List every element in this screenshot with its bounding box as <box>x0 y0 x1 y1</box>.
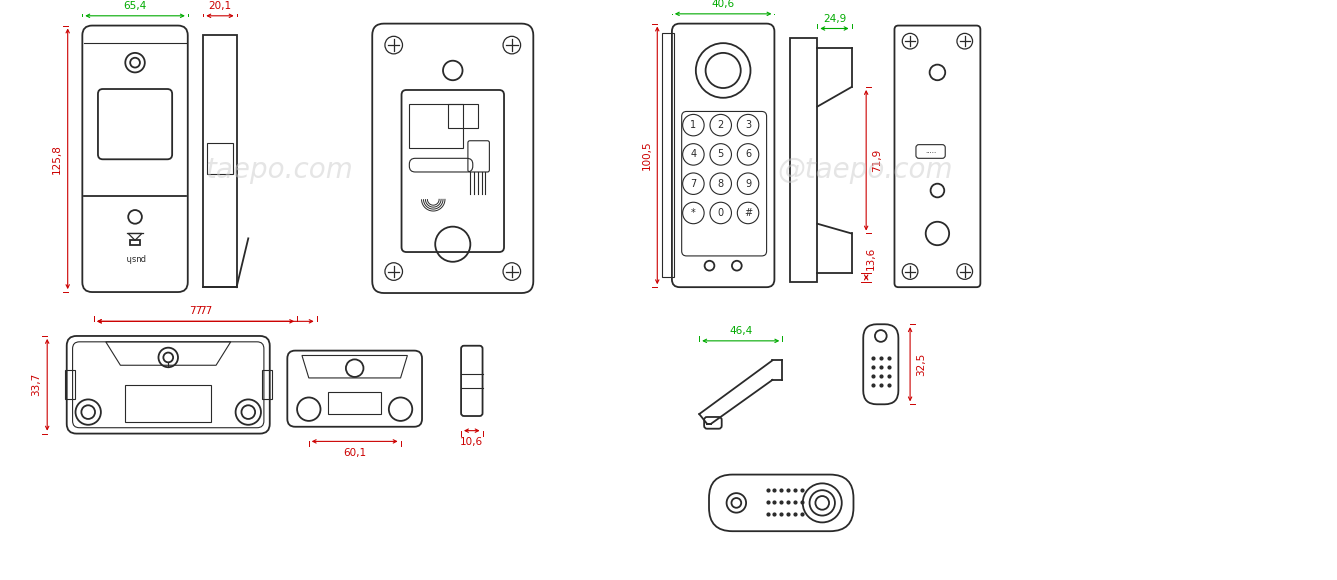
Text: 20,1: 20,1 <box>209 1 231 11</box>
Bar <box>203 35 237 287</box>
Text: 33,7: 33,7 <box>31 373 41 396</box>
Text: 0: 0 <box>718 208 723 218</box>
Text: 9: 9 <box>745 179 751 188</box>
Text: 46,4: 46,4 <box>729 326 753 336</box>
Text: 4: 4 <box>690 150 697 160</box>
Text: @taepo.com: @taepo.com <box>777 156 953 184</box>
Text: 3: 3 <box>745 120 751 130</box>
Text: 5: 5 <box>718 150 723 160</box>
Bar <box>130 240 140 245</box>
Text: 60,1: 60,1 <box>344 448 366 458</box>
Bar <box>64 370 75 400</box>
Text: push: push <box>124 253 146 262</box>
Text: .....: ..... <box>925 148 936 154</box>
Bar <box>448 104 477 128</box>
Text: 40,6: 40,6 <box>711 0 735 9</box>
Text: 2: 2 <box>718 120 723 130</box>
Text: 6: 6 <box>745 150 751 160</box>
Text: 24,9: 24,9 <box>822 13 846 24</box>
Text: 1: 1 <box>690 120 697 130</box>
Text: 32,5: 32,5 <box>916 353 927 376</box>
Bar <box>262 370 271 400</box>
Text: #: # <box>743 208 753 218</box>
Text: 71,9: 71,9 <box>872 148 882 172</box>
Bar <box>126 385 211 422</box>
Text: 13,6: 13,6 <box>866 246 876 270</box>
Text: 100,5: 100,5 <box>642 140 651 170</box>
Bar <box>409 104 463 147</box>
Bar <box>790 38 817 282</box>
Text: *: * <box>691 208 695 218</box>
Bar <box>207 143 233 174</box>
Text: 77: 77 <box>189 306 202 317</box>
Text: 65,4: 65,4 <box>123 1 147 11</box>
Text: 125,8: 125,8 <box>52 144 62 174</box>
Bar <box>329 392 381 414</box>
Text: 77: 77 <box>199 306 213 317</box>
Text: 8: 8 <box>718 179 723 188</box>
Text: 7: 7 <box>690 179 697 188</box>
Bar <box>662 34 674 277</box>
Text: taepo.com: taepo.com <box>206 156 353 184</box>
Text: 10,6: 10,6 <box>460 437 484 448</box>
